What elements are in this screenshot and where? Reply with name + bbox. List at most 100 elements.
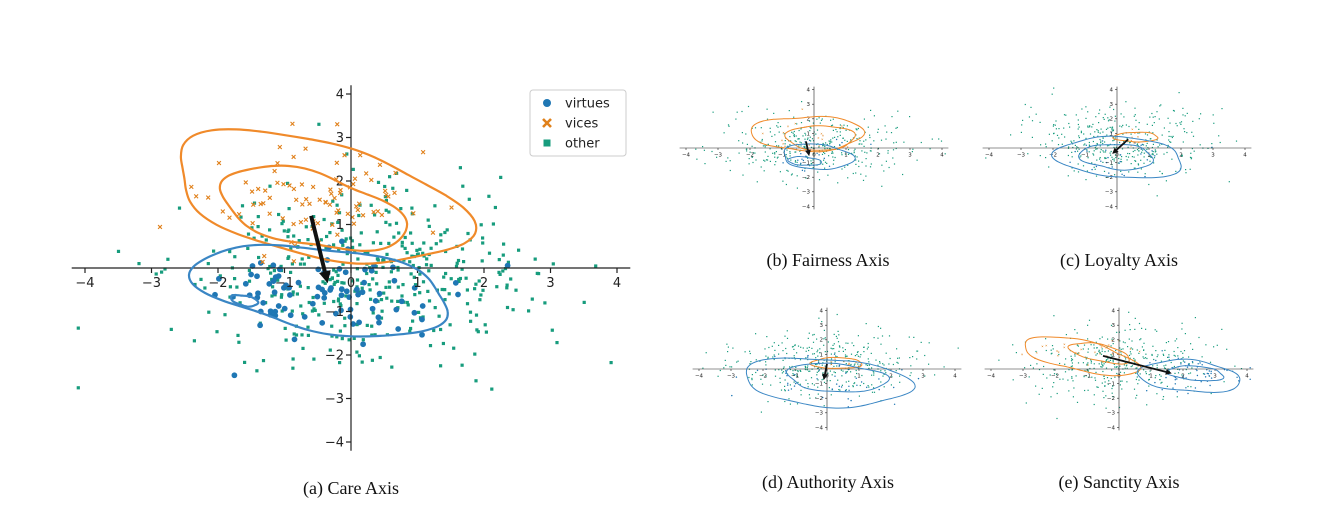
point-other xyxy=(824,146,826,148)
point-other xyxy=(880,139,883,141)
point-other xyxy=(1132,348,1134,350)
point-virtue xyxy=(801,169,804,172)
point-other xyxy=(1106,176,1108,178)
x-tick-label: −2 xyxy=(1049,153,1057,159)
point-other xyxy=(696,158,698,160)
point-other xyxy=(336,299,340,303)
point-virtue xyxy=(1176,390,1179,393)
caption-fairness: (b) Fairness Axis xyxy=(766,250,890,270)
point-other xyxy=(286,181,290,185)
point-other xyxy=(804,138,806,140)
x-tick-label: −3 xyxy=(1017,153,1026,159)
point-other xyxy=(390,299,394,303)
point-other xyxy=(845,381,847,383)
point-other xyxy=(830,119,832,121)
point-other xyxy=(1160,382,1162,384)
point-other xyxy=(355,302,359,306)
point-other xyxy=(855,159,857,161)
point-other xyxy=(794,151,796,153)
point-other xyxy=(1145,145,1147,147)
point-other xyxy=(1074,353,1076,355)
point-vice xyxy=(393,170,398,176)
point-other xyxy=(1198,336,1200,339)
point-other xyxy=(789,384,791,386)
point-other xyxy=(1136,144,1138,146)
point-other xyxy=(1226,348,1228,350)
point-vice xyxy=(830,363,833,366)
point-virtue xyxy=(1119,154,1122,156)
point-other xyxy=(1181,374,1183,376)
point-other xyxy=(822,163,824,165)
point-other xyxy=(1143,156,1145,158)
point-other xyxy=(891,376,893,378)
point-other xyxy=(839,131,841,133)
point-other xyxy=(828,387,830,389)
point-vice xyxy=(1057,351,1060,354)
point-other xyxy=(784,389,786,391)
point-other xyxy=(845,363,847,365)
point-other xyxy=(1134,167,1136,169)
point-other xyxy=(1093,166,1095,168)
point-other xyxy=(1146,134,1149,136)
point-other xyxy=(819,348,821,350)
point-other xyxy=(1056,374,1058,376)
y-tick-label: 3 xyxy=(1112,323,1116,329)
point-other xyxy=(1067,175,1069,177)
point-other xyxy=(1070,365,1072,368)
point-other xyxy=(373,213,377,217)
point-other xyxy=(1172,109,1175,112)
point-other xyxy=(725,160,727,162)
point-other xyxy=(530,297,534,301)
point-other xyxy=(1068,390,1070,392)
point-other xyxy=(868,386,870,388)
point-other xyxy=(317,122,321,126)
x-tick-label: 3 xyxy=(1211,153,1215,159)
point-other xyxy=(727,124,730,126)
point-other xyxy=(832,156,834,158)
point-other xyxy=(1152,151,1154,153)
point-other xyxy=(777,122,779,124)
point-vice xyxy=(291,221,296,227)
point-other xyxy=(763,159,765,161)
point-virtue xyxy=(786,374,788,377)
y-tick-label: 3 xyxy=(820,323,824,329)
point-vice xyxy=(330,222,335,228)
point-other xyxy=(805,379,807,381)
point-other xyxy=(1148,379,1150,381)
point-other xyxy=(287,207,291,211)
point-other xyxy=(1109,106,1111,108)
point-virtue xyxy=(350,321,356,327)
point-other xyxy=(847,342,849,344)
point-virtue xyxy=(1209,384,1211,387)
point-virtue xyxy=(793,385,796,387)
point-other xyxy=(823,338,825,340)
point-other xyxy=(1101,348,1103,350)
point-other xyxy=(479,223,483,227)
point-other xyxy=(789,151,791,153)
point-vice xyxy=(818,144,821,147)
point-vice xyxy=(1131,128,1134,131)
point-other xyxy=(778,145,780,147)
point-other xyxy=(1084,369,1086,372)
point-other xyxy=(807,365,809,367)
point-other xyxy=(823,381,826,383)
point-other xyxy=(1091,126,1093,128)
point-other xyxy=(786,337,789,339)
point-virtue xyxy=(878,378,880,380)
point-other xyxy=(751,156,753,158)
point-other xyxy=(796,375,798,377)
point-other xyxy=(199,277,203,281)
point-other xyxy=(1080,132,1082,134)
point-other xyxy=(885,138,887,140)
point-other xyxy=(1025,402,1027,404)
point-other xyxy=(1082,165,1085,167)
point-other xyxy=(290,309,294,313)
point-virtue xyxy=(347,314,354,320)
point-virtue xyxy=(1140,153,1142,155)
point-other xyxy=(817,367,819,369)
point-other xyxy=(360,286,364,290)
point-other xyxy=(888,166,890,169)
point-other xyxy=(1198,118,1200,120)
point-other xyxy=(850,371,852,373)
point-other xyxy=(816,129,819,131)
